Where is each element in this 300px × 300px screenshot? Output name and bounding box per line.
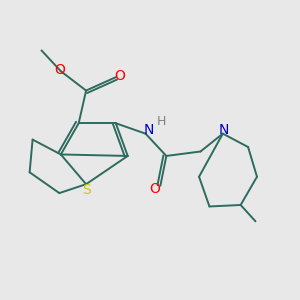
Text: N: N: [219, 123, 230, 137]
Text: O: O: [54, 63, 65, 77]
Text: H: H: [156, 115, 166, 128]
Text: N: N: [144, 123, 154, 137]
Text: O: O: [150, 182, 160, 196]
Text: S: S: [82, 182, 91, 197]
Text: O: O: [114, 69, 125, 83]
